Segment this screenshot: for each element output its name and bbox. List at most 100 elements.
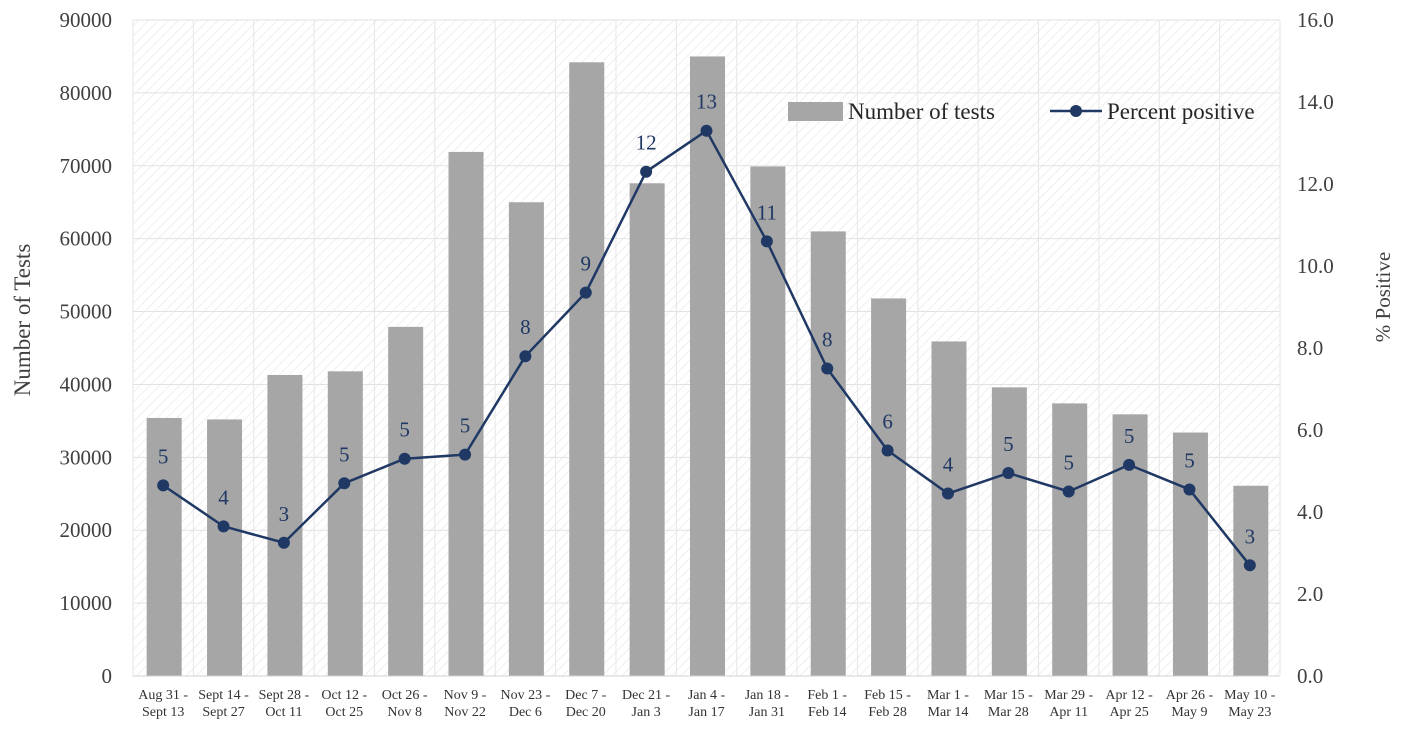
percent-positive-data-label: 13	[696, 90, 717, 114]
percent-positive-point	[277, 536, 290, 549]
axes: 0 10000 20000 30000 40000 50000 60000 70000 8000…	[10, 8, 1395, 720]
bar-number-of-tests	[810, 231, 846, 676]
bar-number-of-tests	[267, 374, 303, 676]
x-axis-category-label: Nov 23 -Dec 6	[501, 688, 551, 720]
x-axis-category-label: May 10 -May 23	[1224, 688, 1276, 720]
percent-positive-data-label: 5	[1124, 424, 1135, 448]
percent-positive-data-label: 3	[279, 502, 290, 526]
percent-positive-data-label: 11	[757, 200, 777, 224]
left-axis-tick-label: 0	[102, 664, 113, 688]
percent-positive-point	[459, 448, 472, 461]
percent-positive-data-label: 5	[460, 414, 471, 438]
percent-positive-data-label: 5	[399, 418, 410, 442]
left-axis-tick-label: 20000	[60, 518, 113, 542]
x-axis-category-label: Apr 26 -May 9	[1166, 688, 1214, 720]
x-axis-category-label: Jan 4 -Jan 17	[688, 688, 726, 720]
percent-positive-data-label: 8	[822, 328, 833, 352]
x-axis-category-label: Feb 1 -Feb 14	[807, 688, 847, 720]
x-axis-category-label: Nov 9 -Nov 22	[444, 688, 487, 720]
x-axis-category-label: Mar 15 -Mar 28	[984, 688, 1033, 720]
x-axis-category-label: Oct 12 -Oct 25	[321, 688, 367, 720]
bar-number-of-tests	[1233, 485, 1269, 676]
right-axis-tick-label: 6.0	[1297, 418, 1323, 442]
percent-positive-data-label: 5	[1003, 432, 1014, 456]
right-axis-tick-label: 0.0	[1297, 664, 1323, 688]
percent-positive-point	[1002, 467, 1015, 480]
percent-positive-data-label: 5	[339, 442, 350, 466]
left-axis-tick-label: 80000	[60, 81, 113, 105]
right-axis-tick-label: 8.0	[1297, 336, 1323, 360]
x-axis-category-label: Apr 12 -Apr 25	[1105, 688, 1153, 720]
bar-number-of-tests	[871, 298, 907, 676]
percent-positive-data-label: 3	[1245, 524, 1256, 548]
left-axis-tick-label: 30000	[60, 445, 113, 469]
x-axis-category-label: Aug 31 -Sept 13	[138, 688, 188, 720]
x-axis-category-label: Dec 7 -Dec 20	[565, 688, 607, 720]
legend-label-percent-positive: Percent positive	[1107, 99, 1255, 124]
x-axis-category-label: Sept 14 -Sept 27	[198, 688, 249, 720]
right-axis-tick-label: 12.0	[1297, 172, 1334, 196]
percent-positive-point	[941, 487, 954, 500]
percent-positive-point	[700, 124, 713, 137]
bar-number-of-tests	[1112, 414, 1148, 676]
left-axis-tick-label: 10000	[60, 591, 113, 615]
percent-positive-data-label: 8	[520, 315, 531, 339]
percent-positive-data-label: 4	[943, 453, 954, 477]
legend: Number of tests Percent positive	[788, 99, 1255, 124]
left-axis-tick-label: 50000	[60, 300, 113, 324]
x-axis-category-label: Mar 1 -Mar 14	[927, 688, 969, 720]
bar-number-of-tests	[1172, 432, 1208, 676]
bar-number-of-tests	[689, 56, 726, 676]
right-axis-tick-label: 10.0	[1297, 254, 1334, 278]
right-axis-title: % Positive	[1371, 252, 1395, 342]
bar-number-of-tests	[750, 166, 786, 677]
percent-positive-point	[821, 362, 834, 375]
bar-number-of-tests	[448, 151, 484, 676]
legend-label-number-of-tests: Number of tests	[848, 99, 995, 124]
percent-positive-data-label: 5	[1184, 448, 1195, 472]
left-axis-title: Number of Tests	[10, 244, 35, 397]
x-axis-category-label: Dec 21 -Jan 3	[622, 688, 671, 720]
bars-number-of-tests	[146, 56, 1269, 677]
x-axis-category-label: Mar 29 -Apr 11	[1044, 688, 1093, 720]
right-axis-tick-label: 16.0	[1297, 8, 1334, 32]
percent-positive-point	[640, 165, 653, 178]
percent-positive-point	[1123, 458, 1136, 471]
percent-positive-point	[217, 520, 230, 533]
percent-positive-data-label: 9	[581, 252, 592, 276]
percent-positive-point	[1243, 559, 1256, 572]
left-axis-tick-label: 60000	[60, 227, 113, 251]
percent-positive-data-label: 12	[636, 131, 657, 155]
percent-positive-point	[1062, 485, 1075, 498]
bar-number-of-tests	[931, 341, 967, 676]
bar-number-of-tests	[146, 417, 182, 676]
bar-number-of-tests	[629, 183, 665, 676]
percent-positive-point	[760, 235, 773, 248]
right-axis-tick-label: 14.0	[1297, 90, 1334, 114]
percent-positive-point	[519, 350, 532, 363]
bar-number-of-tests	[508, 202, 544, 676]
percent-positive-data-label: 6	[882, 410, 893, 434]
percent-positive-data-label: 5	[158, 444, 169, 468]
x-axis-category-label: Jan 18 -Jan 31	[745, 688, 790, 720]
legend-swatch-number-of-tests	[788, 102, 843, 121]
left-axis-tick-label: 40000	[60, 372, 113, 396]
x-axis-category-label: Oct 26 -Nov 8	[382, 688, 428, 720]
percent-positive-point	[881, 444, 894, 457]
gridlines	[132, 19, 1281, 677]
line-percent-positive: 5 4 3 5 5 5 8 9 12 13 11 8 6 4 5 5 5 5 3	[157, 90, 1256, 572]
x-axis-category-label: Feb 15 -Feb 28	[864, 688, 911, 720]
percent-positive-data-label: 4	[218, 485, 229, 509]
right-axis-tick-label: 4.0	[1297, 500, 1323, 524]
percent-positive-point	[398, 452, 411, 465]
right-axis-tick-label: 2.0	[1297, 582, 1323, 606]
percent-positive-point	[157, 479, 170, 492]
bar-number-of-tests	[1052, 403, 1088, 676]
bar-number-of-tests	[327, 371, 363, 676]
bar-number-of-tests	[388, 326, 424, 676]
bar-number-of-tests	[207, 419, 243, 676]
percent-positive-point	[1183, 483, 1196, 496]
legend-swatch-point	[1070, 105, 1082, 117]
